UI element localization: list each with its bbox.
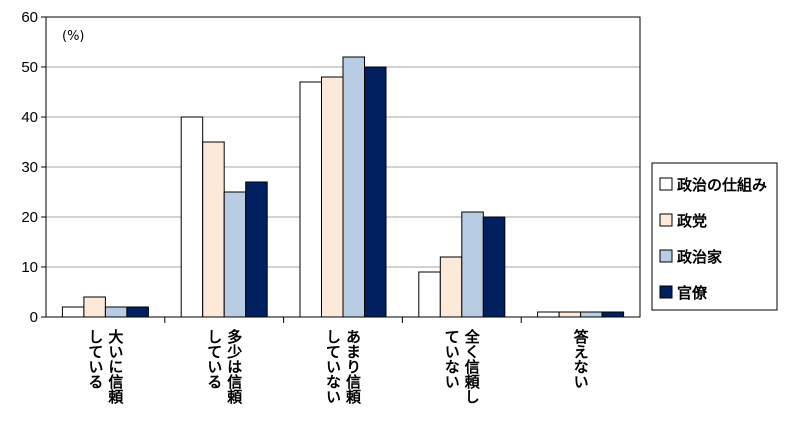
bar: [104, 306, 128, 318]
bar: [321, 76, 344, 318]
legend-label: 政党: [677, 212, 707, 230]
plot-border: [45, 16, 641, 318]
legend-label: 官僚: [677, 284, 708, 302]
bar: [180, 116, 204, 318]
y-tick-label: 60: [21, 9, 38, 26]
legend-swatch: [659, 249, 673, 263]
unit-label: (%): [62, 29, 85, 44]
x-category-label: 大いに信頼: [106, 328, 124, 405]
legend-swatch: [659, 285, 673, 299]
legend-label: 政治家: [677, 248, 722, 266]
x-category-label: している: [205, 329, 223, 389]
bar: [601, 311, 625, 318]
bar: [61, 306, 85, 318]
legend-swatch: [659, 213, 673, 227]
bar: [245, 181, 268, 318]
x-category-label: あまり信頼: [344, 329, 362, 405]
x-category-label: 多少は信頼: [225, 328, 243, 405]
bar: [439, 256, 463, 318]
bar: [83, 296, 106, 318]
bar: [202, 141, 225, 318]
bar: [342, 56, 365, 318]
y-tick-label: 0: [30, 309, 38, 326]
bar: [482, 216, 506, 318]
y-tick-label: 30: [21, 159, 38, 176]
bar: [580, 311, 603, 318]
legend-label: 政治の仕組み: [677, 176, 767, 194]
legend-swatch: [659, 177, 673, 191]
bar: [364, 66, 387, 318]
bar: [537, 311, 560, 318]
bar: [299, 81, 322, 318]
x-category-label: ていない: [443, 329, 461, 389]
x-category-label: 全く信頼し: [463, 328, 481, 404]
y-tick-label: 40: [21, 109, 38, 126]
y-tick-label: 50: [21, 59, 38, 76]
bar: [223, 191, 247, 318]
bar: [418, 271, 441, 318]
legend-box: [651, 162, 778, 311]
bar: [461, 211, 484, 318]
y-tick-label: 10: [21, 259, 38, 276]
bars: [61, 56, 625, 318]
y-tick-label: 20: [21, 209, 38, 226]
x-category-label: 答えない: [572, 328, 590, 389]
x-category-label: している: [86, 329, 104, 389]
bar: [558, 311, 582, 318]
x-category-label: していない: [324, 329, 342, 404]
bar: [126, 306, 149, 318]
